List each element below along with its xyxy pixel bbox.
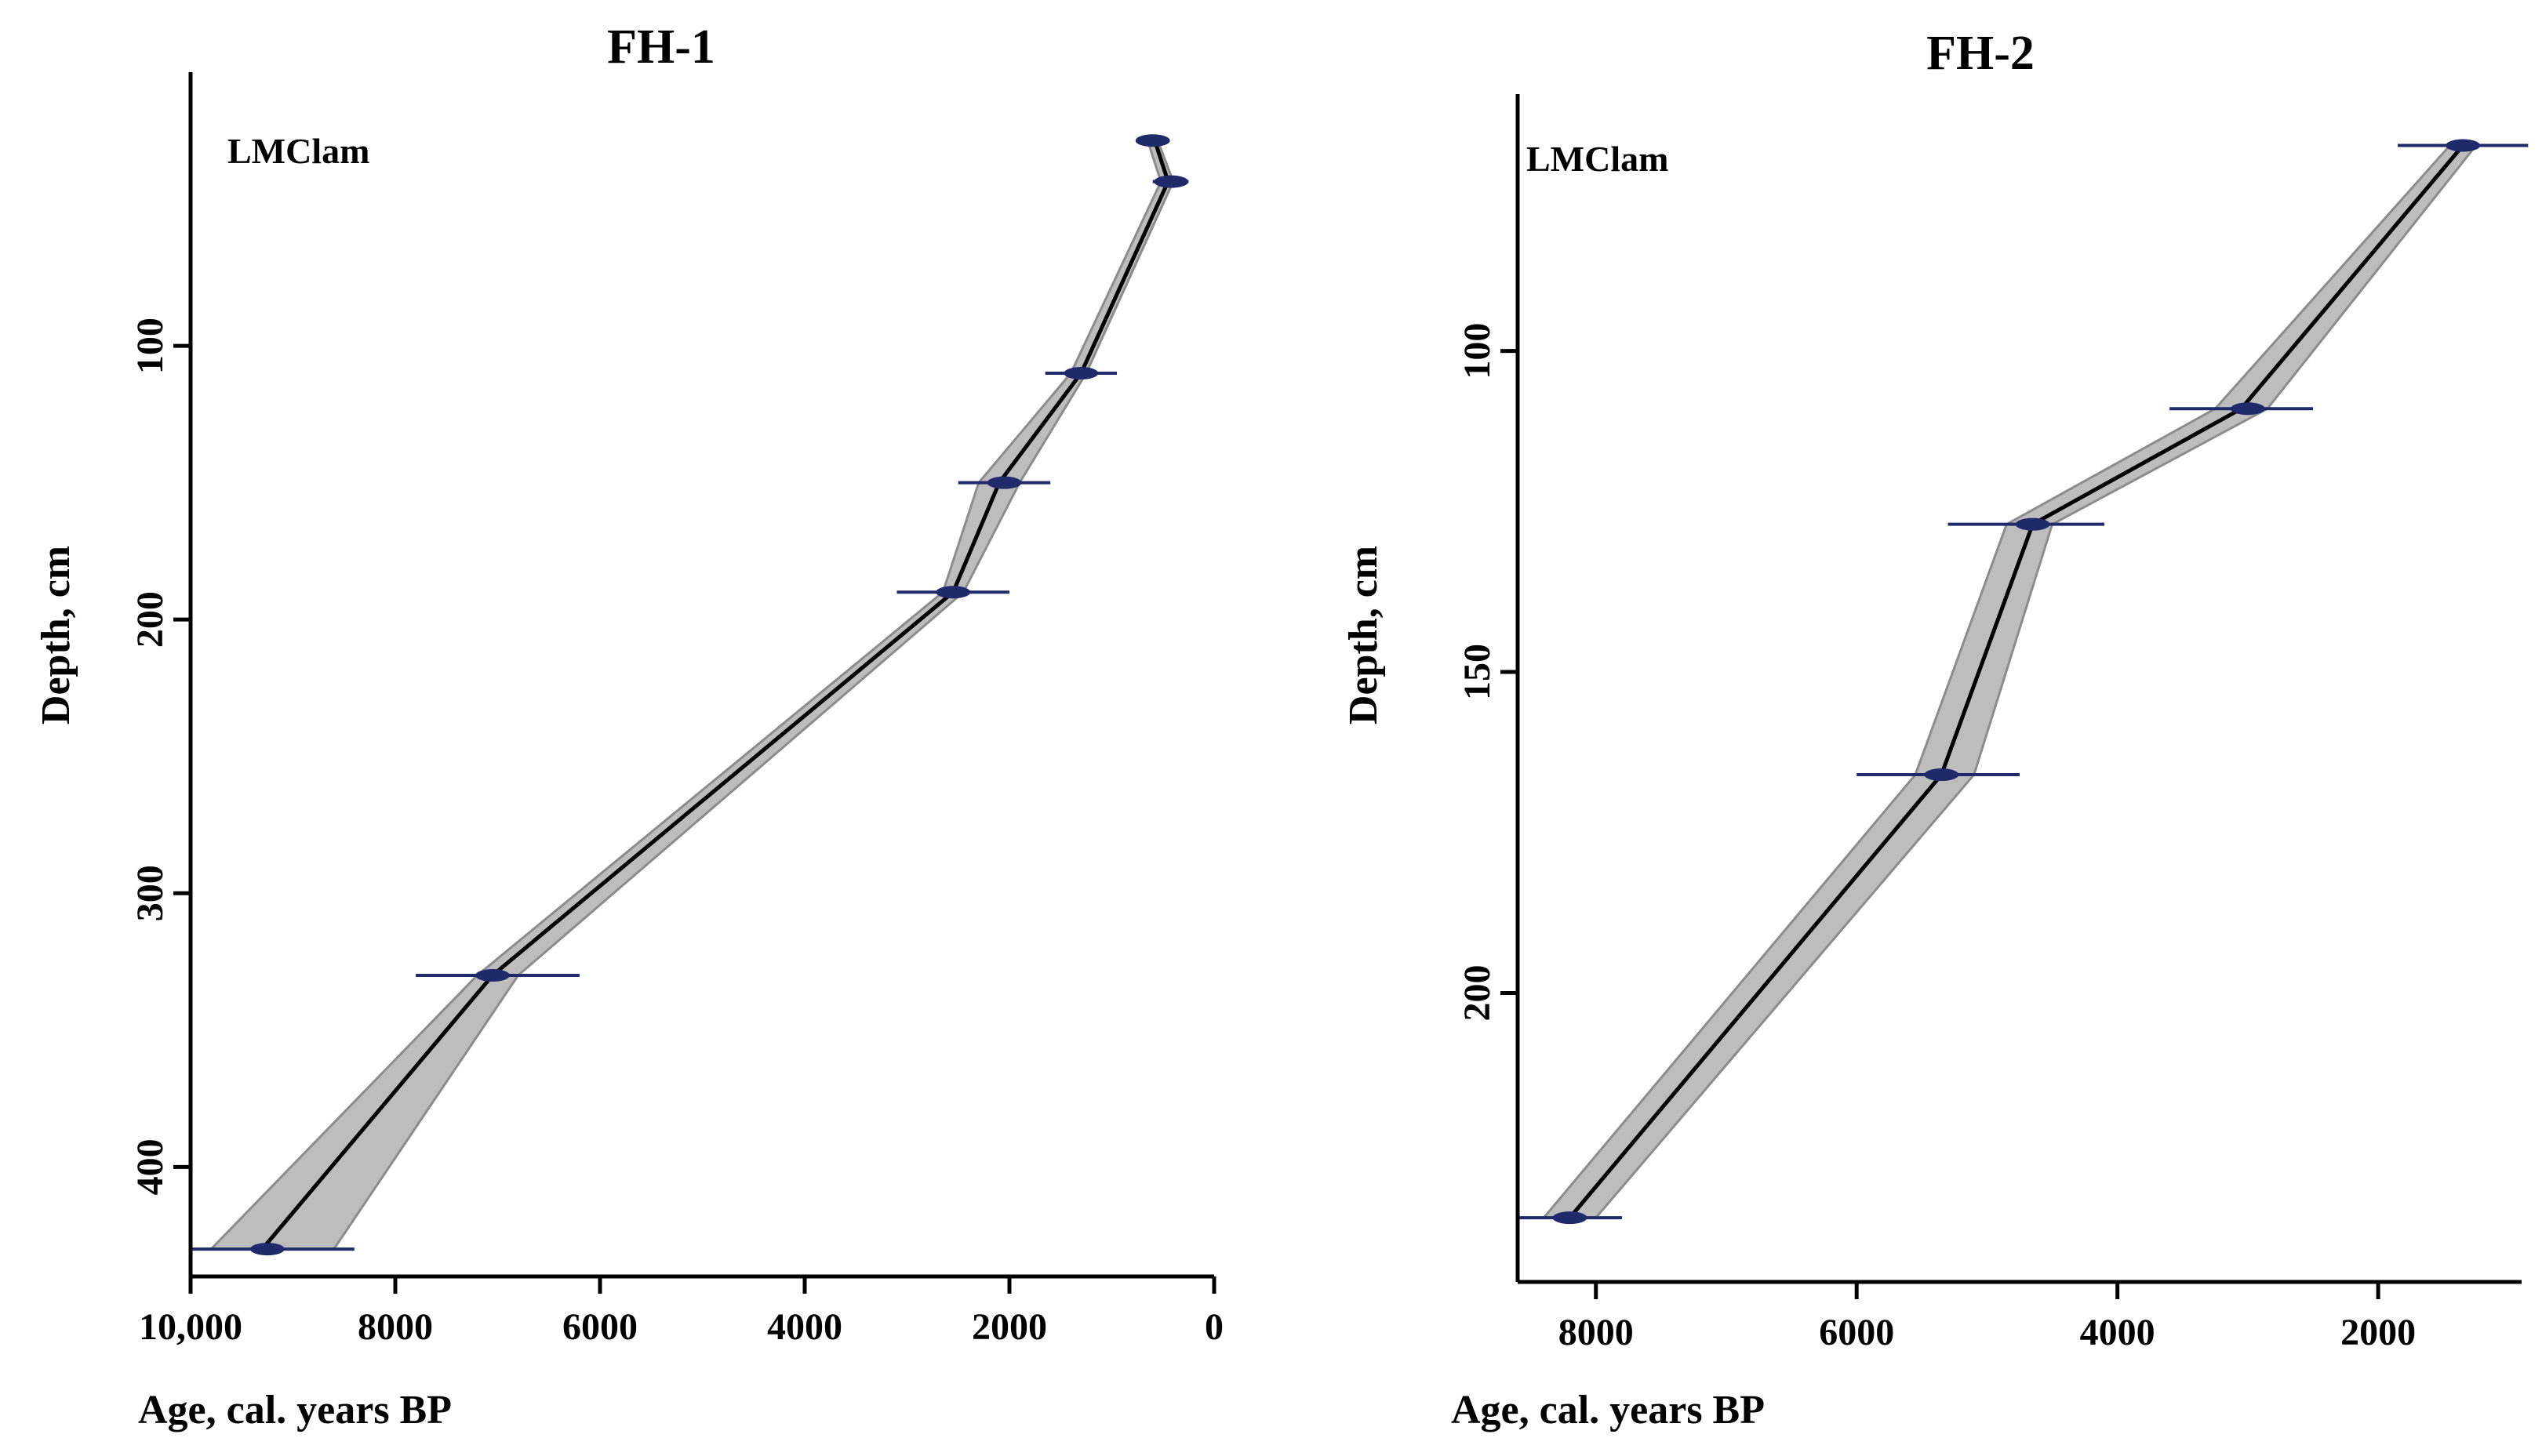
chart-title: FH-1 (607, 20, 715, 74)
age-model-line (1568, 143, 2465, 1219)
x-axis-label: Age, cal. years BP (138, 1388, 452, 1432)
x-tick-label: 0 (1205, 1306, 1224, 1348)
x-tick-label: 2000 (972, 1306, 1047, 1348)
y-tick-label: 150 (1456, 644, 1498, 700)
axes: 100 150 200 8000 6000 4000 2000 (1456, 94, 2522, 1353)
x-tick-label: 4000 (2080, 1312, 2155, 1353)
sample-point (987, 476, 1022, 489)
x-tick-label: 2000 (2340, 1312, 2416, 1353)
sample-point (936, 586, 971, 599)
model-label: LMClam (1526, 139, 1668, 179)
x-tick-label: 8000 (1558, 1312, 1634, 1353)
y-tick-label: 400 (129, 1138, 171, 1195)
sample-point (1154, 175, 1189, 188)
y-axis-label: Depth, cm (34, 546, 78, 724)
plot-area: 100 200 300 400 10,000 8000 6000 4000 2000 0 (129, 72, 1224, 1348)
x-tick-label: 10,000 (139, 1306, 242, 1348)
sample-point (2015, 517, 2050, 531)
x-tick-label: 6000 (562, 1306, 638, 1348)
chart-title: FH-2 (1926, 27, 2035, 80)
uncertainty-band (1541, 144, 2478, 1219)
uncertainty-band (208, 139, 1175, 1251)
sample-point (2446, 139, 2481, 152)
x-axis-label: Age, cal. years BP (1451, 1388, 1765, 1432)
sample-point (1135, 134, 1170, 147)
x-tick-label: 4000 (767, 1306, 842, 1348)
sample-point (1552, 1211, 1587, 1225)
y-axis-label: Depth, cm (1341, 546, 1386, 724)
y-tick-label: 100 (129, 318, 171, 374)
sample-point (249, 1243, 285, 1256)
y-tick-label: 100 (1456, 323, 1498, 379)
sample-point (2230, 402, 2265, 416)
axes: 100 200 300 400 10,000 8000 6000 4000 2000 0 (129, 72, 1224, 1348)
y-tick-label: 200 (1456, 964, 1498, 1021)
model-label: LMClam (227, 131, 369, 171)
x-tick-label: 8000 (358, 1306, 433, 1348)
panel-fh-1: FH-1 LMClam Depth, cm Age, cal. years BP… (34, 20, 1224, 1432)
plot-area: 100 150 200 8000 6000 4000 2000 (1456, 94, 2529, 1353)
sample-point (1064, 367, 1099, 379)
sample-point (475, 969, 510, 982)
y-tick-label: 300 (129, 865, 171, 921)
x-tick-label: 6000 (1819, 1312, 1894, 1353)
y-tick-label: 200 (129, 591, 171, 648)
sample-point (1924, 768, 1959, 782)
panel-fh-2: FH-2 LMClam Depth, cm Age, cal. years BP… (1341, 27, 2529, 1432)
